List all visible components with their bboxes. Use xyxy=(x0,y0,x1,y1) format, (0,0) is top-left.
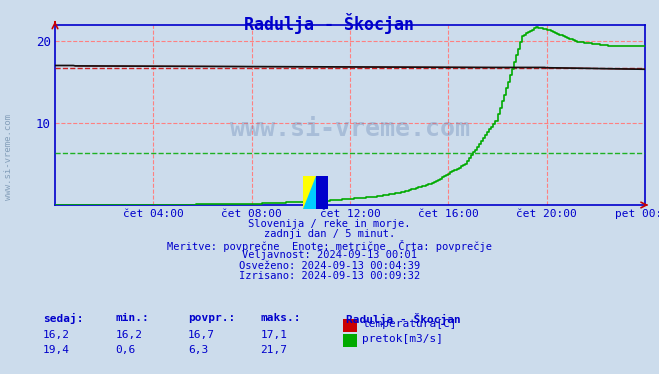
Text: Radulja - Škocjan: Radulja - Škocjan xyxy=(244,13,415,34)
Text: min.:: min.: xyxy=(115,313,149,323)
Text: temperatura[C]: temperatura[C] xyxy=(362,319,457,329)
Polygon shape xyxy=(303,176,316,209)
Text: zadnji dan / 5 minut.: zadnji dan / 5 minut. xyxy=(264,229,395,239)
Text: pretok[m3/s]: pretok[m3/s] xyxy=(362,334,444,344)
Text: sedaj:: sedaj: xyxy=(43,313,83,324)
Text: Radulja - Škocjan: Radulja - Škocjan xyxy=(346,313,461,325)
Text: maks.:: maks.: xyxy=(260,313,301,323)
Text: Osveženo: 2024-09-13 00:04:39: Osveženo: 2024-09-13 00:04:39 xyxy=(239,261,420,271)
Text: 16,7: 16,7 xyxy=(188,330,215,340)
Bar xyxy=(316,176,328,209)
Text: 6,3: 6,3 xyxy=(188,345,208,355)
Text: 21,7: 21,7 xyxy=(260,345,287,355)
Text: Slovenija / reke in morje.: Slovenija / reke in morje. xyxy=(248,219,411,229)
Text: www.si-vreme.com: www.si-vreme.com xyxy=(230,117,470,141)
Text: 19,4: 19,4 xyxy=(43,345,70,355)
Text: 0,6: 0,6 xyxy=(115,345,136,355)
Text: 16,2: 16,2 xyxy=(115,330,142,340)
Text: povpr.:: povpr.: xyxy=(188,313,235,323)
Text: Izrisano: 2024-09-13 00:09:32: Izrisano: 2024-09-13 00:09:32 xyxy=(239,271,420,281)
Text: 17,1: 17,1 xyxy=(260,330,287,340)
Text: Veljavnost: 2024-09-13 00:01: Veljavnost: 2024-09-13 00:01 xyxy=(242,250,417,260)
Bar xyxy=(303,176,316,209)
Text: Meritve: povprečne  Enote: metrične  Črta: povprečje: Meritve: povprečne Enote: metrične Črta:… xyxy=(167,240,492,252)
Text: 16,2: 16,2 xyxy=(43,330,70,340)
Text: www.si-vreme.com: www.si-vreme.com xyxy=(4,114,13,200)
